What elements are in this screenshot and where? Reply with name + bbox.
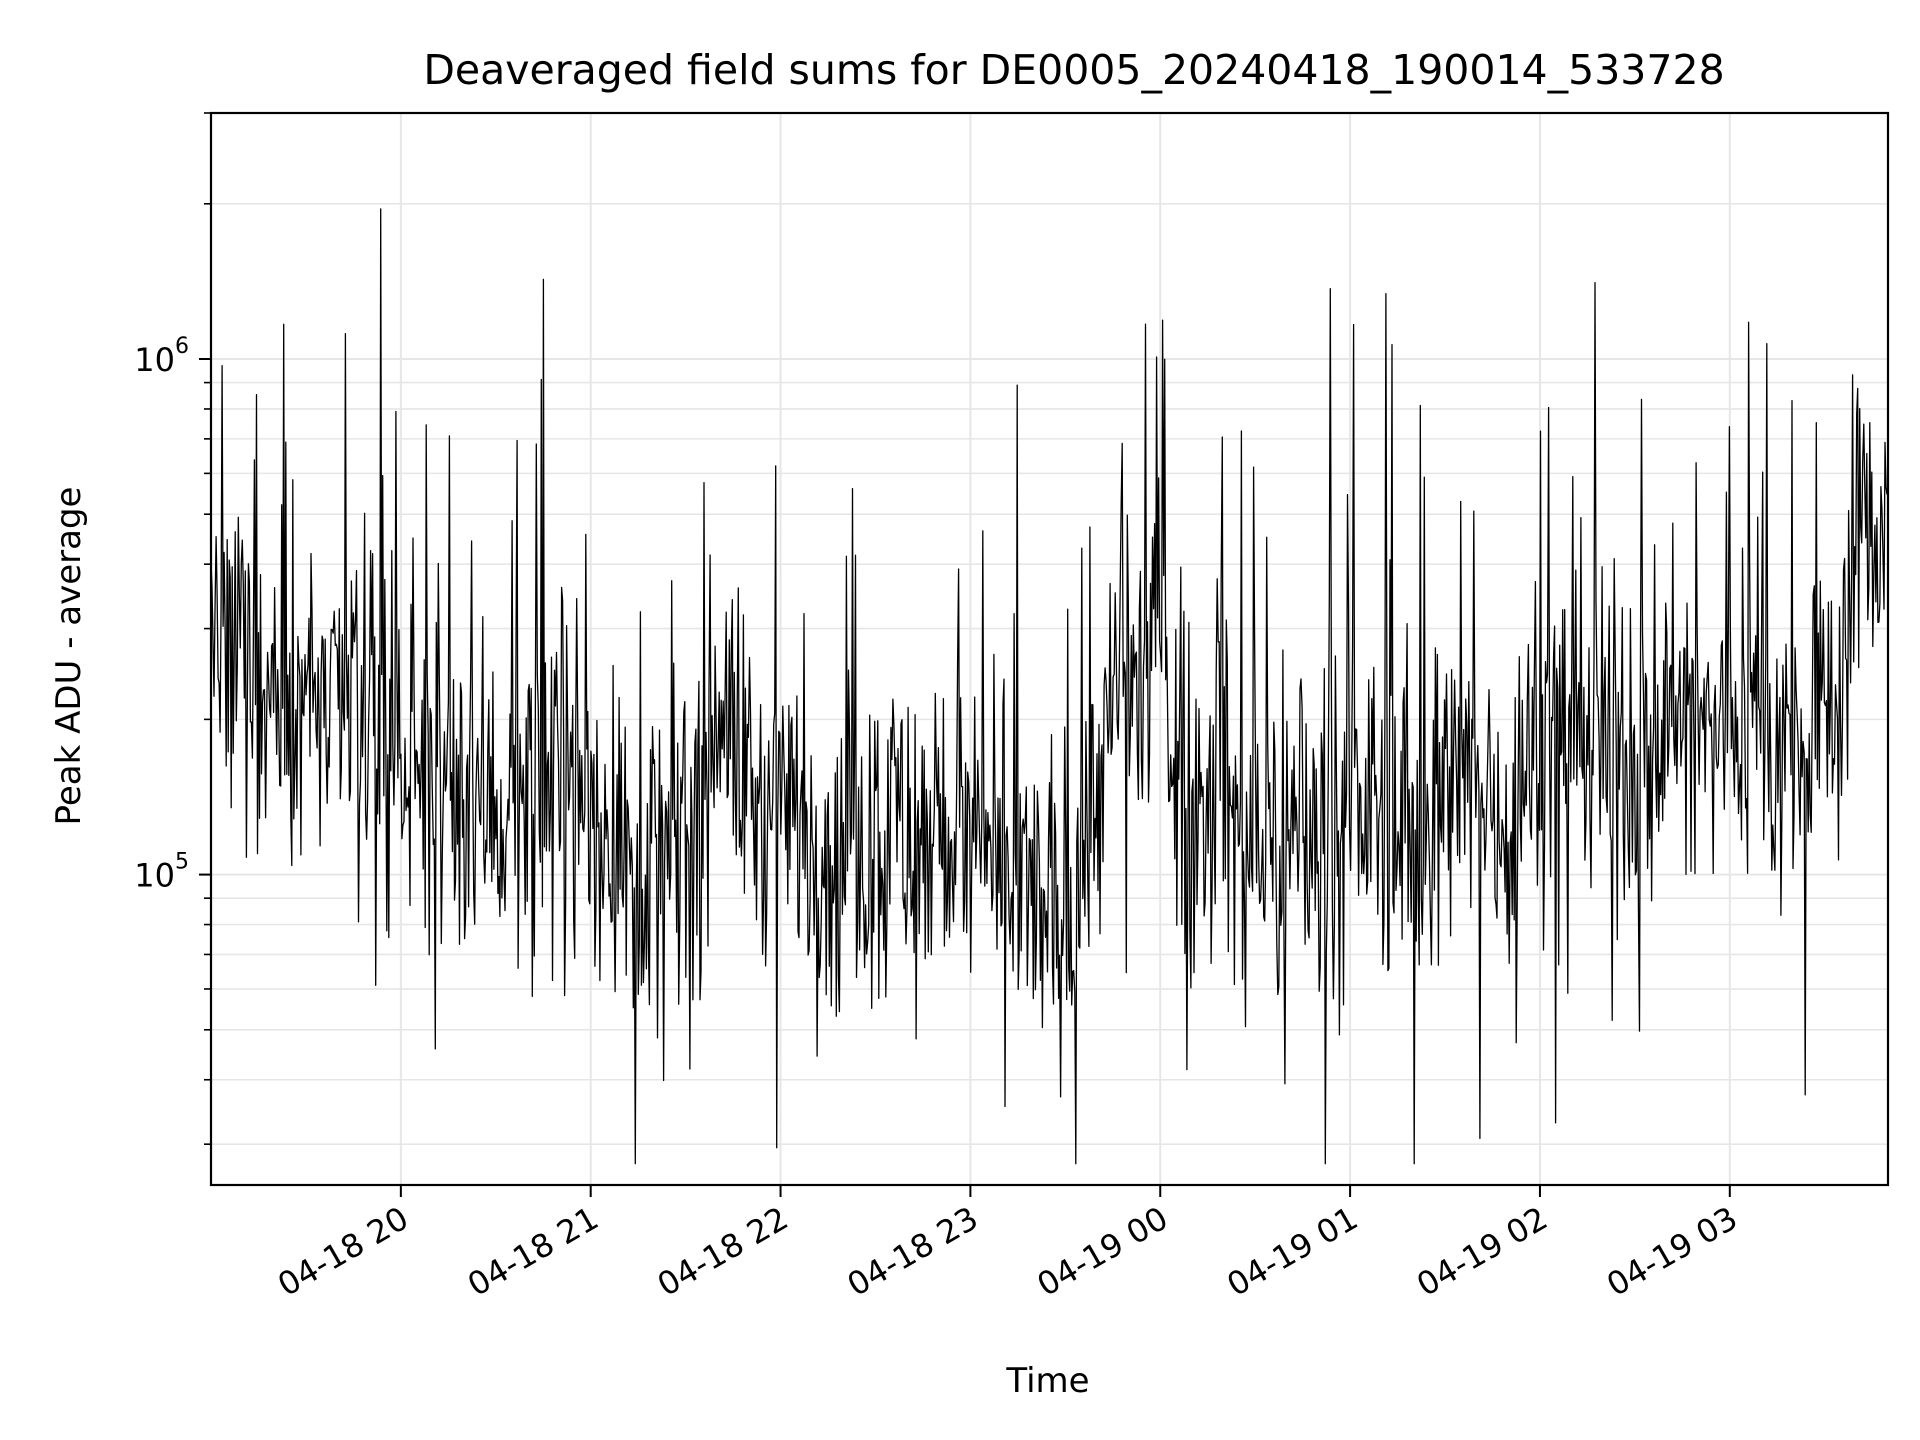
y-tick-exponent: 5 bbox=[175, 850, 189, 875]
plot-frame bbox=[209, 111, 1890, 1187]
y-axis-label: Peak ADU - average bbox=[49, 487, 89, 826]
chart-title: Deaveraged field sums for DE0005_2024041… bbox=[423, 46, 1724, 94]
y-tick-label: 10 bbox=[134, 857, 175, 895]
y-tick-label: 10 bbox=[134, 341, 175, 379]
series-line bbox=[210, 208, 1889, 1165]
x-axis-label: Time bbox=[1005, 1361, 1089, 1401]
grid bbox=[211, 112, 1888, 1185]
series-layer bbox=[210, 208, 1889, 1165]
y-tick-exponent: 6 bbox=[175, 334, 189, 359]
